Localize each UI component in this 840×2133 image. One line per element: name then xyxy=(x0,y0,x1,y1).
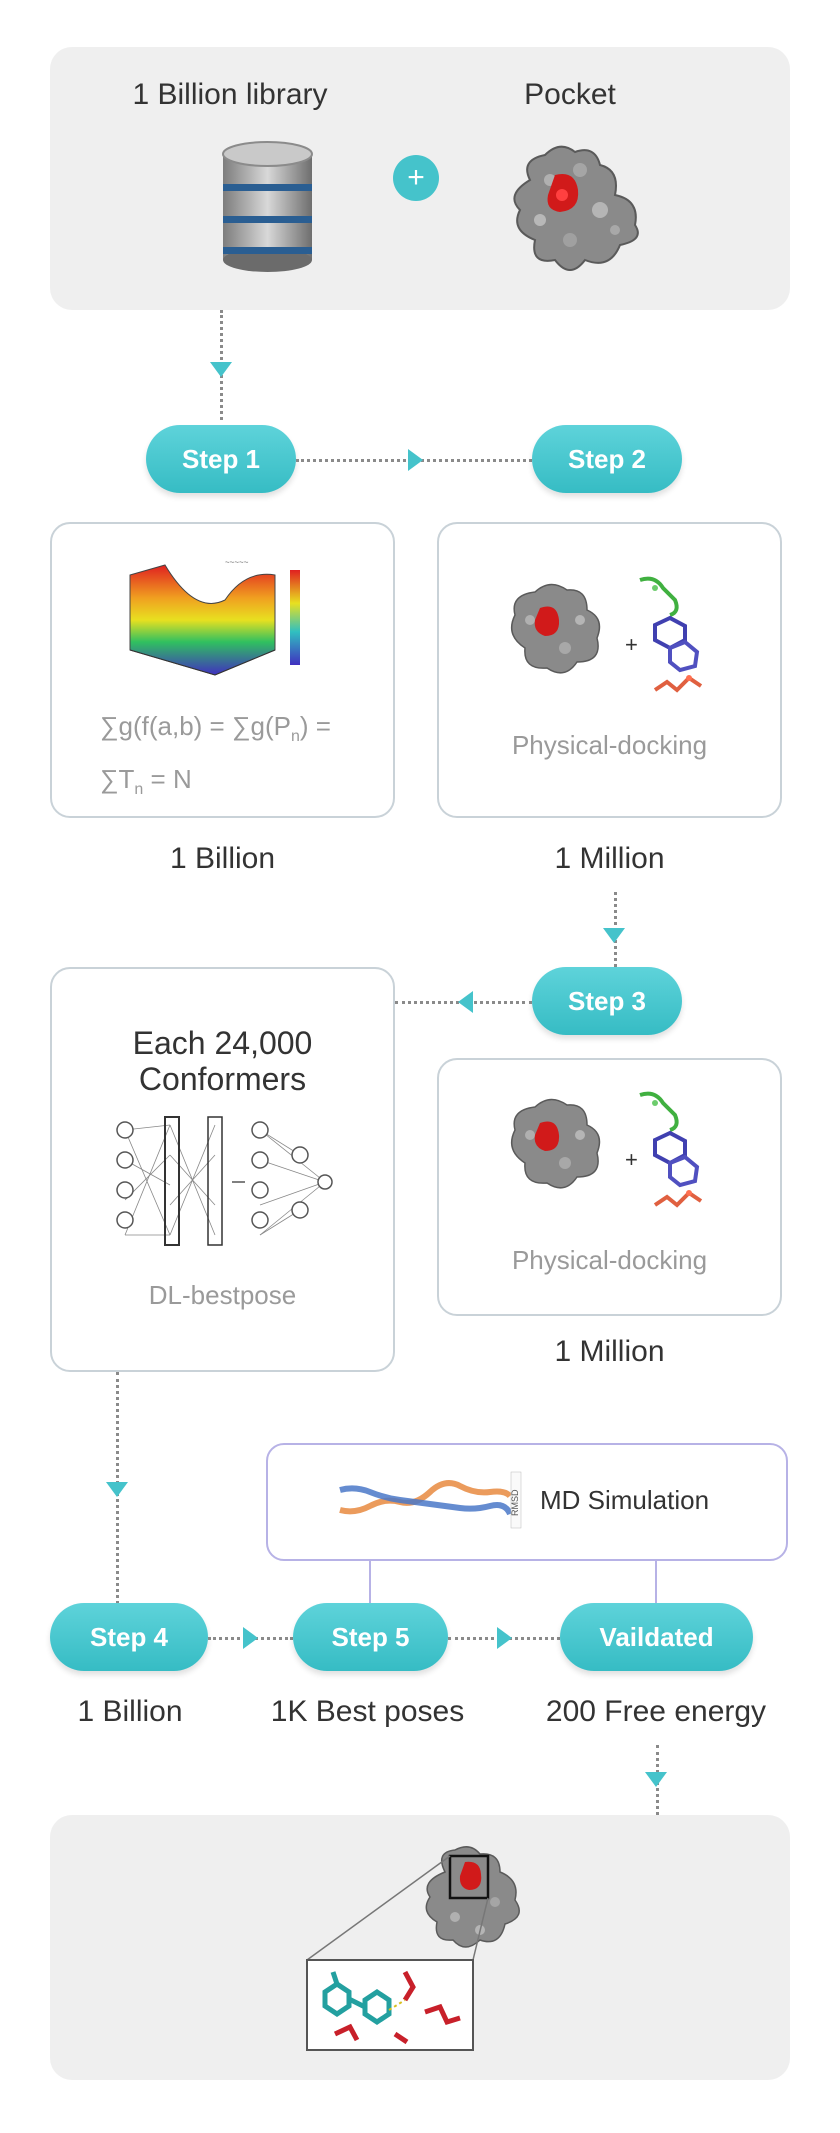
svg-text:~~~~~: ~~~~~ xyxy=(225,558,249,567)
surface-plot-icon: ~~~~~ xyxy=(129,558,300,676)
result-complex-icon xyxy=(306,1846,520,2051)
step3-docking-caption: Physical-docking xyxy=(511,1245,708,1275)
md-link-right xyxy=(655,1561,657,1603)
arrow-to-result xyxy=(645,1772,667,1787)
md-trajectory-icon: RMSD xyxy=(339,1471,522,1529)
validated-count: 200 Free energy xyxy=(545,1695,767,1728)
step2-caption: Physical-docking xyxy=(511,730,708,760)
formula-line-1: ∑g(f(a,b) = ∑g(Pn) = xyxy=(100,711,331,746)
step1-count: 1 Billion xyxy=(169,842,276,875)
arrow-to-step1 xyxy=(210,362,232,377)
step5-button[interactable]: Step 5 xyxy=(293,1603,448,1671)
docking-illustration-2: + xyxy=(510,1091,703,1208)
step5-count: 1K Best poses xyxy=(270,1695,465,1728)
md-link-left xyxy=(369,1561,371,1603)
protein-pocket-icon xyxy=(513,145,639,271)
svg-text:+: + xyxy=(625,1147,638,1172)
md-axis-label: RMSD xyxy=(510,1489,520,1516)
step2-count: 1 Million xyxy=(554,842,665,875)
arrow-to-step4 xyxy=(106,1482,128,1497)
formula: ∑g(f(a,b) = ∑g(Pn) = ∑Tn = N xyxy=(100,705,380,811)
pocket-label: Pocket xyxy=(524,78,616,111)
dl-bestpose-caption: DL-bestpose xyxy=(148,1280,297,1310)
step4-count: 1 Billion xyxy=(77,1695,183,1728)
step3-docking-card xyxy=(437,1058,782,1316)
step2-card xyxy=(437,522,782,818)
arrow-to-step2 xyxy=(408,449,423,471)
docking-illustration: + xyxy=(510,576,703,693)
library-label: 1 Billion library xyxy=(132,78,328,111)
formula-line-2: ∑Tn = N xyxy=(100,764,192,799)
database-icon xyxy=(222,141,313,272)
step3-count: 1 Million xyxy=(554,1335,665,1368)
plus-sign: + xyxy=(407,161,425,194)
step4-button[interactable]: Step 4 xyxy=(50,1603,208,1671)
svg-text:+: + xyxy=(625,632,638,657)
arrow-to-dl-card xyxy=(458,991,473,1013)
step3-button[interactable]: Step 3 xyxy=(532,967,682,1035)
arrow-to-step5 xyxy=(243,1627,258,1649)
md-simulation-label: MD Simulation xyxy=(540,1485,710,1515)
arrow-to-validated xyxy=(497,1627,512,1649)
arrow-to-step3 xyxy=(603,928,625,943)
conformers-title: Each 24,000 Conformers xyxy=(132,1025,313,1097)
plus-circle: + xyxy=(393,155,439,201)
md-simulation-box xyxy=(266,1443,788,1561)
validated-button[interactable]: Vaildated xyxy=(560,1603,753,1671)
step2-button[interactable]: Step 2 xyxy=(532,425,682,493)
neural-network-icon xyxy=(116,1116,333,1246)
step1-button[interactable]: Step 1 xyxy=(146,425,296,493)
